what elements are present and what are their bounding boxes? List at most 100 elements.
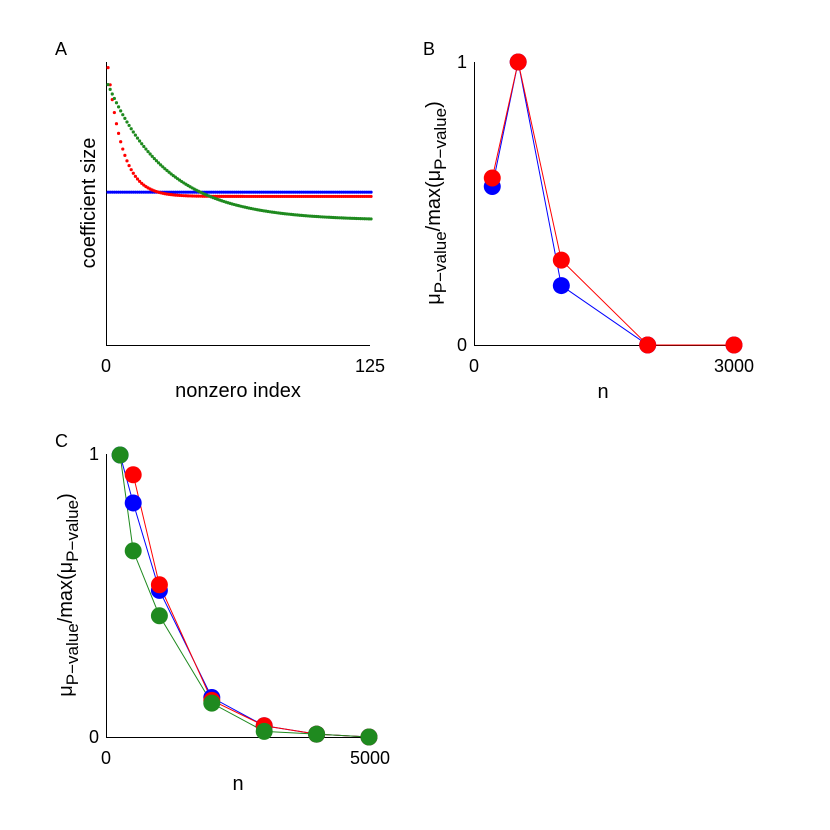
point-c-green: [150, 607, 168, 625]
axis-b: [474, 62, 738, 346]
point-a-green: [133, 133, 138, 137]
point-b-red: [725, 336, 743, 354]
point-a-red: [114, 122, 119, 126]
point-b-red: [509, 53, 527, 71]
point-a-green: [138, 139, 142, 143]
point-a-red: [123, 153, 127, 157]
point-a-red: [127, 163, 131, 168]
marks-b: [483, 53, 743, 354]
point-a-red: [135, 177, 140, 181]
point-a-green: [144, 147, 148, 151]
xlabel-c: n: [232, 773, 243, 795]
panel-letter-a: A: [55, 39, 67, 59]
ylabel-b: μP−value/max(μP−value): [423, 101, 450, 305]
ylabel-c-mu2: μ: [55, 562, 77, 574]
line-b-blue: [491, 61, 734, 346]
point-a-green: [114, 101, 119, 105]
ylabel-c-end: ): [55, 493, 77, 500]
point-a-green: [129, 127, 133, 131]
point-a-green: [148, 152, 152, 156]
point-a-green: [369, 217, 373, 221]
point-c-green: [111, 446, 129, 464]
point-c-red: [124, 466, 142, 484]
point-a-green: [135, 136, 140, 140]
ytick-c-1: 1: [89, 444, 99, 464]
axis-c: [106, 454, 370, 738]
panel-letter-b: B: [423, 39, 435, 59]
xtick-b-0: 0: [469, 356, 479, 376]
ylabel-c-text: μP−value/max(μP−value): [55, 493, 82, 697]
point-a-red: [133, 174, 138, 178]
xlabel-b: n: [597, 381, 608, 403]
point-a-green: [106, 83, 110, 87]
marks-c: [111, 446, 378, 746]
ylabel-b-sub: P−value: [431, 231, 450, 293]
point-c-green: [308, 725, 326, 743]
point-a-green: [112, 96, 116, 101]
point-a-green: [161, 165, 165, 169]
point-a-green: [140, 142, 144, 146]
xtick-c-1: 5000: [350, 748, 390, 768]
point-c-green: [360, 728, 378, 746]
ylabel-b-mid: /max(: [423, 181, 445, 231]
point-a-red: [138, 179, 142, 183]
point-a-green: [116, 105, 121, 109]
point-a-green: [159, 163, 163, 167]
point-a-green: [156, 161, 161, 165]
xtick-a-0: 0: [101, 356, 111, 376]
point-a-green: [121, 113, 125, 117]
point-a-red: [129, 168, 133, 172]
point-a-green: [127, 123, 131, 128]
point-a-green: [165, 168, 169, 173]
point-a-blue: [369, 190, 373, 194]
point-a-red: [106, 66, 110, 70]
point-b-red: [552, 251, 570, 269]
xtick-b-1: 3000: [714, 356, 754, 376]
point-a-green: [154, 159, 159, 163]
point-a-red: [121, 147, 125, 151]
xtick-a-1: 125: [355, 356, 385, 376]
point-a-green: [110, 92, 114, 96]
panel-a: A 0 125 nonzero index coefficient size: [55, 39, 385, 402]
panel-b: B 0 3000 0 1 n μP−value/max(μP−value): [423, 39, 754, 403]
point-a-red: [131, 171, 135, 175]
point-a-green: [123, 116, 127, 120]
point-a-red: [140, 181, 144, 185]
point-c-green: [203, 694, 221, 712]
ytick-c-0: 0: [89, 727, 99, 747]
point-c-green: [255, 722, 273, 740]
point-a-red: [119, 140, 123, 144]
point-a-red: [116, 131, 121, 135]
ylabel-a: coefficient size: [78, 138, 100, 269]
point-a-red: [125, 159, 129, 163]
ylabel-c: μP−value/max(μP−value): [55, 493, 82, 697]
point-b-red: [483, 169, 501, 187]
ytick-b-1: 1: [457, 52, 467, 72]
panel-letter-c: C: [55, 431, 68, 451]
ylabel-c-sub: P−value: [63, 623, 82, 685]
ylabel-c-sub2: P−value: [63, 500, 82, 562]
point-c-green: [124, 542, 142, 560]
point-a-green: [146, 149, 150, 154]
point-a-green: [131, 130, 135, 134]
point-a-red: [112, 110, 116, 115]
ylabel-c-mid: /max(: [55, 573, 77, 623]
xlabel-a: nonzero index: [175, 380, 301, 402]
point-a-green: [163, 167, 167, 171]
ylabel-b-mu: μ: [423, 293, 445, 305]
ylabel-b-end: ): [423, 101, 445, 108]
ylabel-b-mu2: μ: [423, 170, 445, 182]
point-c-blue: [124, 494, 142, 512]
point-a-green: [152, 156, 156, 161]
axis-a: [106, 62, 370, 346]
point-a-green: [119, 109, 123, 113]
point-a-green: [142, 144, 146, 149]
ylabel-b-text: μP−value/max(μP−value): [423, 101, 450, 305]
line-b-red: [491, 61, 734, 346]
ytick-b-0: 0: [457, 335, 467, 355]
xtick-c-0: 0: [101, 748, 111, 768]
point-b-red: [639, 336, 657, 354]
ylabel-b-sub2: P−value: [431, 108, 450, 170]
point-a-red: [369, 194, 373, 199]
